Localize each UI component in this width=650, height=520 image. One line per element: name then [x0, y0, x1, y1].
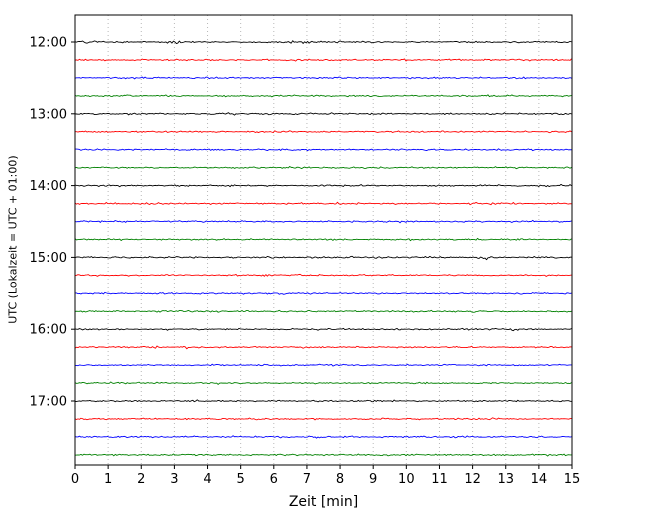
y-tick-label: 15:00 [30, 251, 67, 266]
x-tick-label: 15 [564, 472, 581, 487]
y-tick-label: 13:00 [30, 107, 67, 122]
trace-17-45 [74, 453, 572, 457]
x-tick-label: 6 [270, 472, 278, 487]
trace-14-45 [74, 237, 572, 242]
trace-13-00 [74, 112, 572, 116]
x-tick-label: 3 [170, 472, 178, 487]
y-tick-label: 17:00 [30, 395, 67, 410]
trace-17-00 [74, 399, 572, 403]
y-tick-label: 14:00 [30, 179, 67, 194]
x-axis-label: Zeit [min] [288, 494, 359, 510]
trace-15-45 [74, 309, 572, 313]
trace-16-30 [74, 363, 572, 367]
y-tick-label: 16:00 [30, 323, 67, 338]
trace-13-15 [74, 130, 572, 134]
trace-15-30 [75, 291, 572, 295]
y-tick-label: 12:00 [30, 36, 67, 51]
trace-12-45 [74, 94, 572, 98]
trace-13-45 [74, 166, 572, 170]
x-tick-label: 12 [464, 472, 481, 487]
x-tick-label: 14 [531, 472, 548, 487]
x-tick-label: 2 [137, 472, 145, 487]
x-tick-label: 5 [237, 472, 245, 487]
x-tick-label: 8 [336, 472, 344, 487]
x-tick-label: 0 [71, 472, 79, 487]
x-tick-label: 7 [303, 472, 311, 487]
trace-15-15 [74, 273, 572, 277]
x-tick-label: 11 [431, 472, 448, 487]
x-tick-label: 13 [497, 472, 514, 487]
trace-14-30 [74, 219, 572, 224]
x-tick-label: 10 [398, 472, 415, 487]
trace-14-00 [74, 183, 572, 188]
trace-14-15 [74, 201, 572, 206]
trace-12-00 [74, 40, 572, 44]
plot-border [74, 14, 573, 466]
trace-12-15 [74, 58, 572, 62]
trace-16-45 [74, 381, 572, 385]
trace-16-15 [74, 345, 572, 350]
x-tick-label: 9 [369, 472, 377, 487]
trace-15-00 [74, 255, 572, 261]
x-tick-label: 1 [104, 472, 112, 487]
trace-17-15 [74, 417, 572, 421]
trace-12-30 [74, 76, 572, 80]
x-tick-label: 4 [203, 472, 211, 487]
trace-13-30 [74, 148, 572, 152]
trace-17-30 [74, 435, 572, 439]
trace-16-00 [74, 327, 572, 332]
